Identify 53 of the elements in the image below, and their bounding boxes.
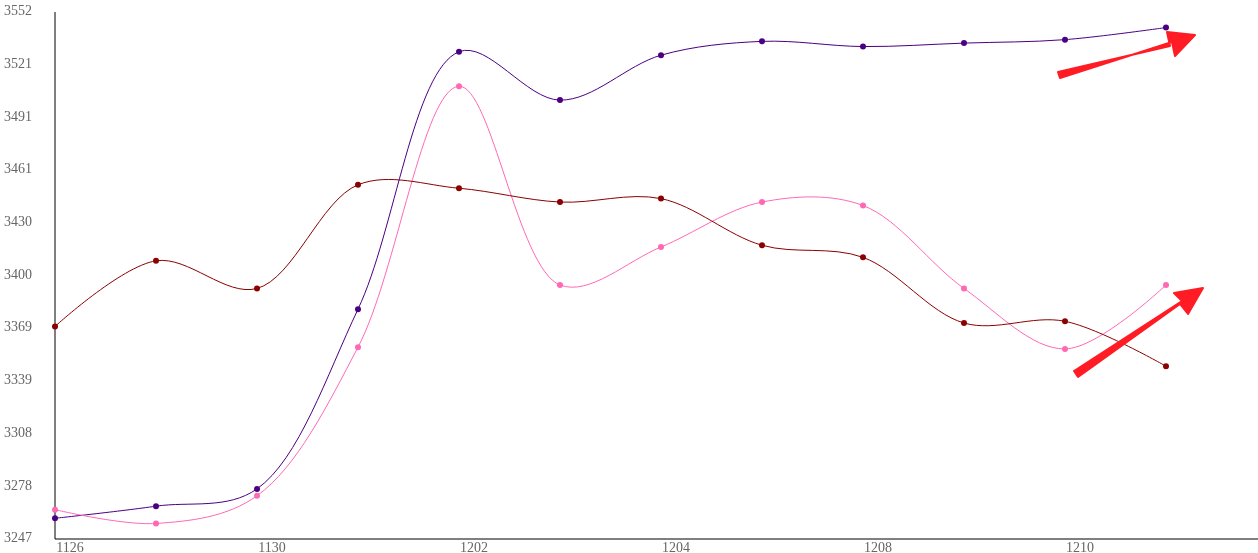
point	[254, 492, 260, 499]
point	[456, 185, 462, 192]
point	[153, 520, 159, 527]
point	[759, 242, 765, 249]
point	[557, 199, 563, 206]
point	[1163, 363, 1169, 370]
point	[153, 503, 159, 510]
point	[355, 306, 361, 313]
x-tick-label: 1210	[1066, 540, 1094, 553]
y-tick-label: 3461	[4, 161, 32, 177]
point	[355, 181, 361, 188]
x-tick-label: 1126	[56, 540, 84, 553]
point	[557, 282, 563, 288]
y-tick-label: 3491	[4, 108, 32, 124]
y-tick-label: 3308	[4, 424, 32, 440]
point	[961, 40, 967, 47]
point	[1163, 24, 1169, 31]
point	[52, 515, 58, 522]
point	[1062, 345, 1068, 352]
point	[759, 38, 765, 45]
point	[52, 506, 58, 513]
point	[254, 485, 260, 492]
y-tick-label: 3430	[4, 214, 32, 230]
point	[456, 83, 462, 90]
point	[1062, 36, 1068, 43]
x-tick-label: 1202	[460, 540, 488, 553]
point	[456, 48, 462, 55]
point	[759, 199, 765, 206]
point	[860, 202, 866, 209]
y-tick-label: 3339	[4, 372, 32, 388]
point	[658, 52, 664, 59]
point	[961, 285, 967, 292]
x-tick-label: 1204	[662, 540, 690, 553]
point	[658, 243, 664, 250]
x-tick-label: 1208	[864, 540, 892, 553]
point	[557, 97, 563, 104]
point	[355, 344, 361, 351]
x-tick-label: 1130	[258, 540, 286, 553]
point	[52, 323, 58, 330]
point	[153, 257, 159, 264]
point	[1163, 282, 1169, 288]
point	[860, 43, 866, 50]
point	[254, 285, 260, 292]
point	[658, 195, 664, 202]
y-tick-label: 3278	[4, 477, 32, 493]
y-tick-label: 3369	[4, 319, 32, 335]
point	[961, 320, 967, 327]
y-tick-label: 3521	[4, 55, 32, 71]
y-tick-label: 3552	[4, 3, 32, 19]
point	[1062, 318, 1068, 325]
y-tick-label: 3400	[4, 266, 32, 282]
y-tick-label: 3247	[4, 530, 32, 546]
point	[860, 254, 866, 261]
